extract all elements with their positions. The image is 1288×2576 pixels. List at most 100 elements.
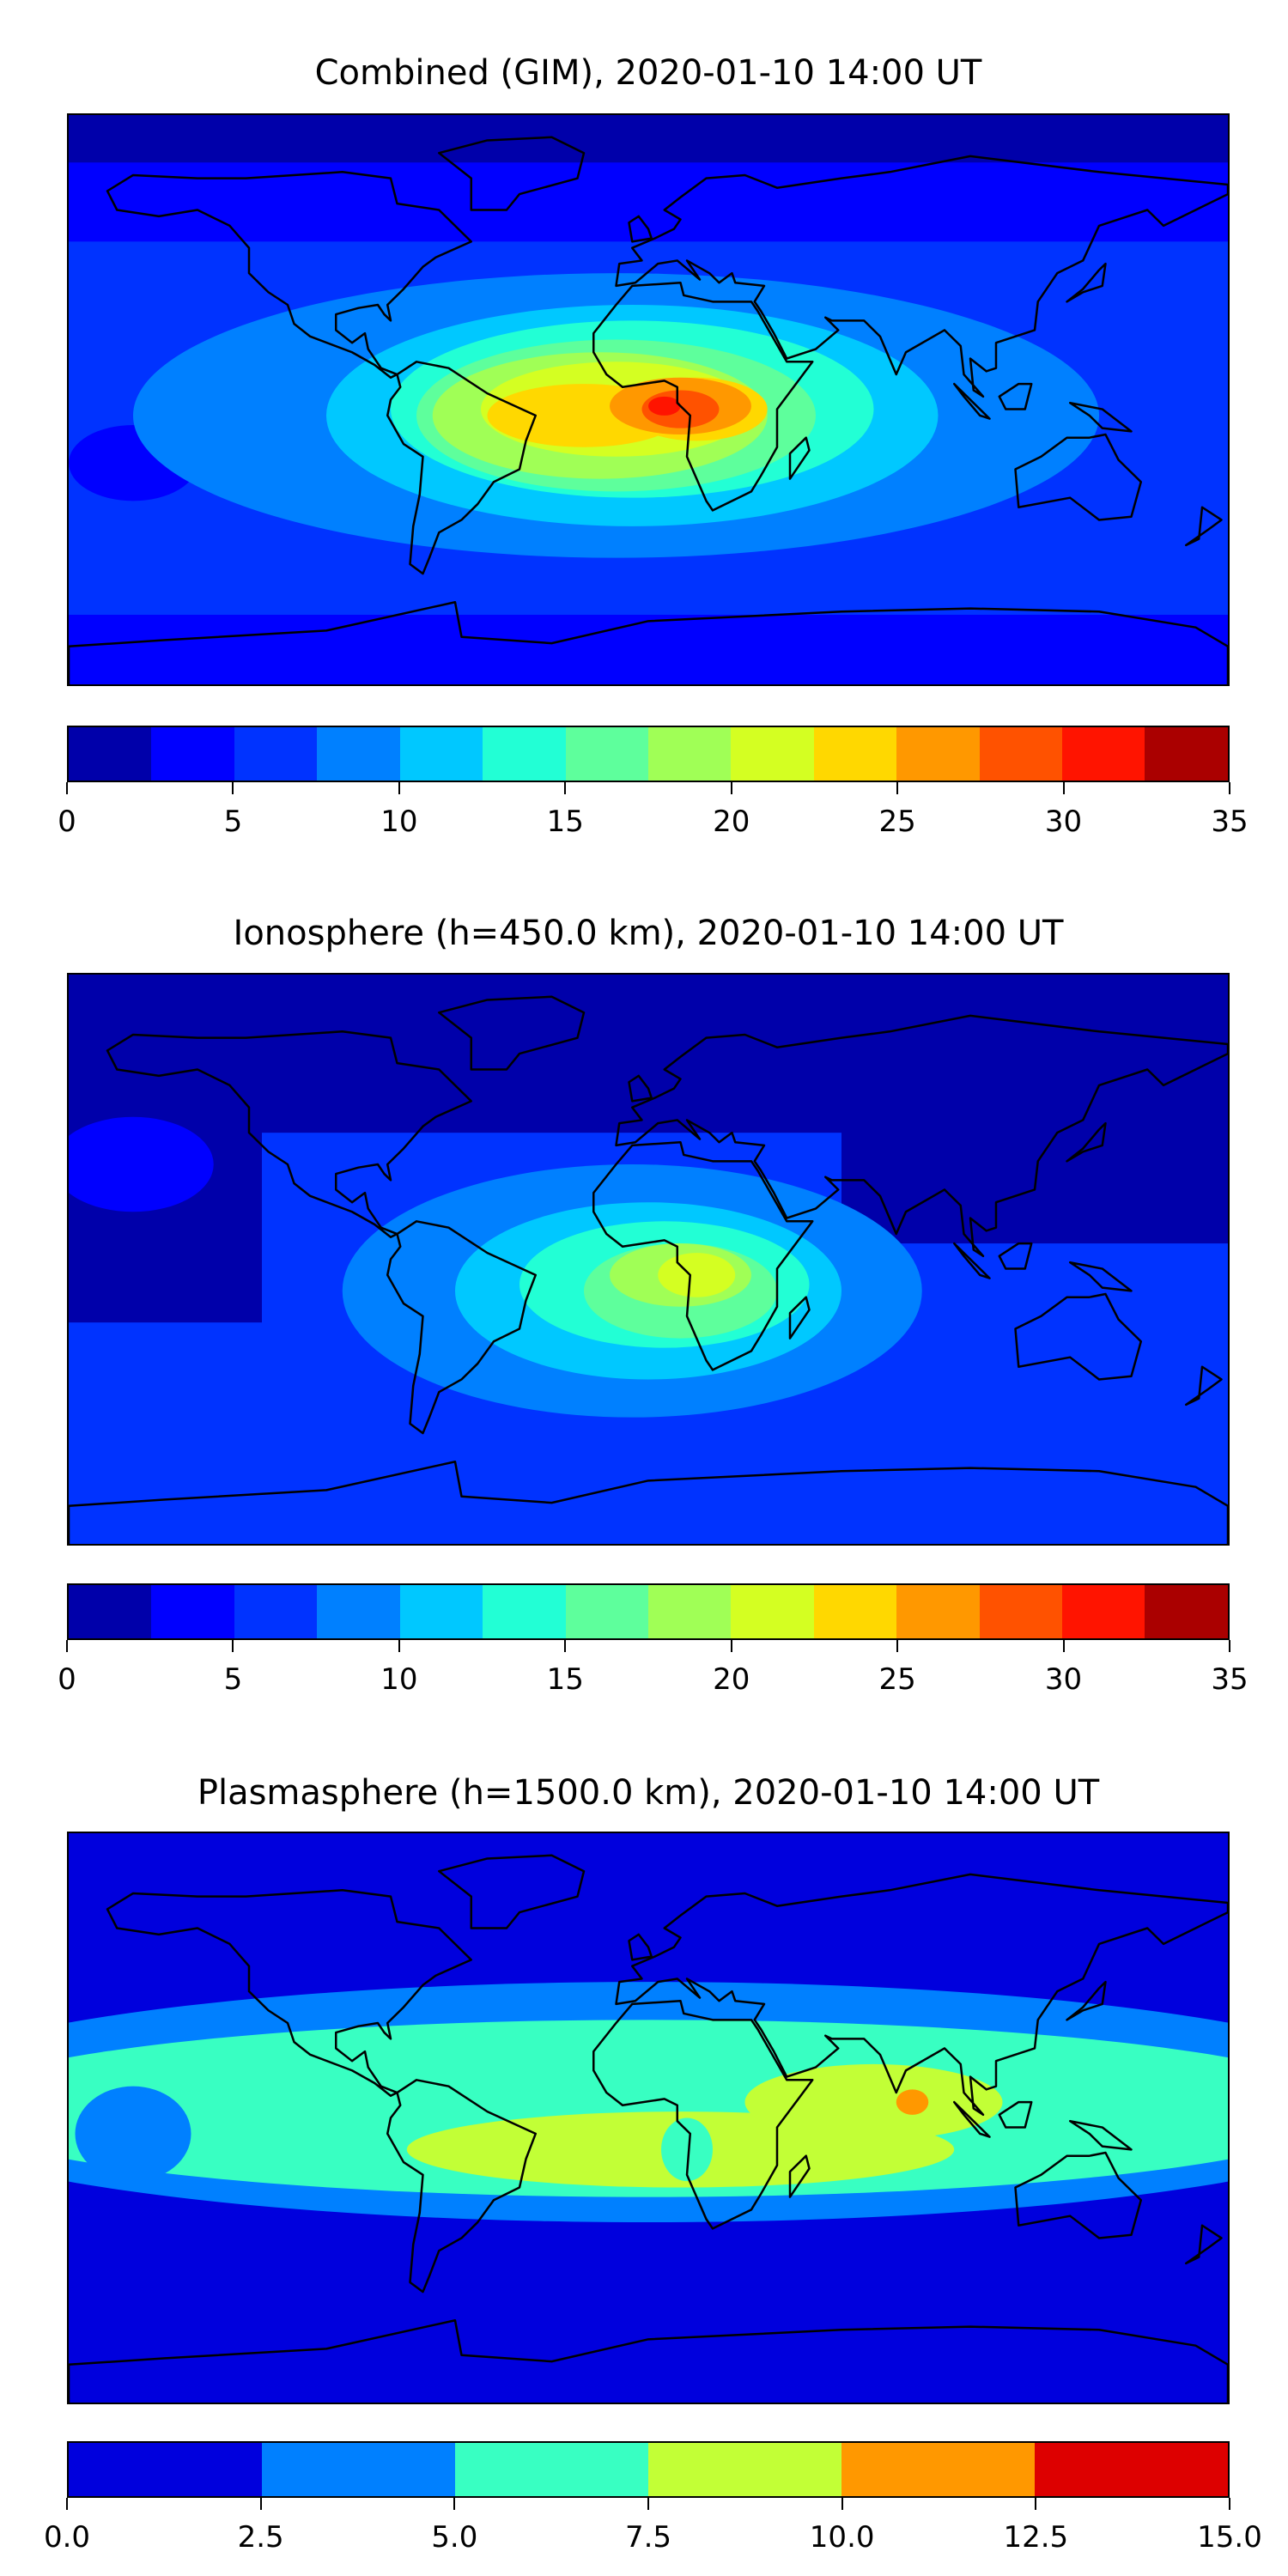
colorbar-tick-label: 15.0 <box>1197 2520 1262 2555</box>
coastline-australia <box>1016 434 1141 519</box>
coastline-africa <box>593 1142 812 1370</box>
coastline-south-america <box>387 361 536 574</box>
coastline-africa <box>593 283 812 510</box>
colorbar-tick <box>730 1640 732 1652</box>
colorbar-tick <box>398 1640 400 1652</box>
contour-level-4 <box>896 2089 929 2115</box>
colorbar-segment-3 <box>648 2443 841 2496</box>
colorbar-tick-label: 5 <box>223 1662 243 1697</box>
coastline-south-america <box>387 2080 536 2292</box>
colorbar-tick <box>66 782 68 794</box>
coastline-new-zealand <box>1186 2226 1221 2263</box>
colorbar-tick-label: 20 <box>713 805 750 839</box>
coastline-japan <box>1067 1123 1106 1161</box>
colorbar-segment-5 <box>483 1585 566 1638</box>
coastline-japan <box>1067 264 1106 301</box>
colorbar-tick-label: 10 <box>380 805 418 839</box>
colorbar-tick <box>1062 782 1065 794</box>
colorbar-segment-10 <box>896 1585 980 1638</box>
colorbar-segment-12 <box>1062 1585 1145 1638</box>
coastline-eurasia <box>617 156 1229 397</box>
coastline-antarctica <box>69 2320 1228 2403</box>
colorbar-segment-1 <box>151 1585 234 1638</box>
colorbar-tick <box>66 2498 68 2510</box>
colorbar-segment-4 <box>841 2443 1035 2496</box>
colorbar-segment-9 <box>813 1585 897 1638</box>
colorbar-segment-10 <box>896 727 980 781</box>
colorbar-tick-label: 20 <box>713 1662 750 1697</box>
colorbar-tick <box>647 2498 649 2510</box>
panel-2-map <box>67 973 1230 1546</box>
colorbar-tick-label: 25 <box>878 805 916 839</box>
panel-2-map-svg <box>69 975 1228 1544</box>
coastline-eurasia <box>617 1874 1229 2115</box>
colorbar-segment-0 <box>69 2443 262 2496</box>
colorbar-tick <box>259 2498 262 2510</box>
colorbar-tick-label: 0 <box>58 1662 76 1697</box>
coastline-greenland <box>439 1856 584 1929</box>
colorbar-tick-label: 5.0 <box>431 2520 478 2555</box>
colorbar-tick-label: 25 <box>878 1662 916 1697</box>
colorbar-segment-12 <box>1062 727 1145 781</box>
colorbar-tick <box>398 782 400 794</box>
coastline-britain <box>629 1935 652 1959</box>
panel-1-title: Combined (GIM), 2020-01-10 14:00 UT <box>314 53 982 93</box>
coastline-antarctica <box>69 1461 1228 1544</box>
coastline-greenland <box>439 137 584 210</box>
colorbar-segment-13 <box>1145 1585 1228 1638</box>
colorbar-tick-label: 0.0 <box>43 2520 91 2555</box>
contour-level-1 <box>69 1116 214 1212</box>
coastline-new-zealand <box>1186 1367 1221 1405</box>
coastline-australia <box>1016 2153 1141 2238</box>
colorbar-segment-5 <box>1035 2443 1228 2496</box>
colorbar-segment-1 <box>151 727 234 781</box>
panel-1-map-svg <box>69 115 1228 684</box>
colorbar-tick <box>564 782 567 794</box>
colorbar-tick-label: 0 <box>58 805 76 839</box>
coastline-south-america <box>387 1221 536 1433</box>
coastline-north-america <box>107 1031 471 1236</box>
coastline-sumatra <box>954 2102 989 2137</box>
coastline-borneo <box>999 1243 1032 1268</box>
colorbar-segment-3 <box>317 1585 400 1638</box>
colorbar-tick <box>66 1640 68 1652</box>
contour-level-1 <box>69 614 1228 684</box>
panel-2-colorbar-ticks: 0 5 10 15 20 25 30 35 <box>58 1640 1249 1709</box>
colorbar-segment-4 <box>399 727 483 781</box>
coastline-north-america <box>107 1890 471 2095</box>
colorbar-segment-5 <box>483 727 566 781</box>
contour-level-8 <box>658 1253 736 1297</box>
colorbar-segment-11 <box>979 727 1063 781</box>
colorbar-segment-4 <box>399 1585 483 1638</box>
contour-level-0 <box>69 115 1228 163</box>
colorbar-segment-7 <box>647 727 732 781</box>
coastline-japan <box>1067 1982 1106 2020</box>
coastline-britain <box>629 1076 652 1101</box>
contour-level-2 <box>661 2117 713 2182</box>
colorbar-segment-6 <box>565 727 648 781</box>
colorbar-segment-8 <box>731 727 814 781</box>
colorbar-tick <box>453 2498 456 2510</box>
colorbar-tick-label: 30 <box>1044 1662 1083 1697</box>
colorbar-tick <box>1229 2498 1230 2510</box>
coastline-sumatra <box>954 384 989 419</box>
coastline-new-guinea <box>1070 2121 1131 2149</box>
colorbar-tick <box>564 1640 567 1652</box>
contour-level-12 <box>648 396 681 416</box>
panel-2-colorbar <box>67 1583 1230 1640</box>
panel-1-colorbar-ticks: 0 5 10 15 20 25 30 35 <box>58 782 1249 851</box>
coastline-new-zealand <box>1186 507 1221 545</box>
colorbar-segment-2 <box>234 727 318 781</box>
colorbar-segment-7 <box>647 1585 732 1638</box>
colorbar-tick-label: 2.5 <box>237 2520 284 2555</box>
colorbar-segment-1 <box>262 2443 455 2496</box>
colorbar-tick-label: 15 <box>546 1662 584 1697</box>
colorbar-tick <box>1229 1640 1230 1652</box>
colorbar-tick-label: 35 <box>1211 1662 1249 1697</box>
colorbar-tick-label: 15 <box>546 805 584 839</box>
coastline-madagascar <box>790 1297 810 1339</box>
coastline-africa <box>593 2001 812 2228</box>
coastline-new-guinea <box>1070 403 1131 431</box>
colorbar-tick <box>232 1640 234 1652</box>
colorbar-tick-label: 10.0 <box>809 2520 875 2555</box>
